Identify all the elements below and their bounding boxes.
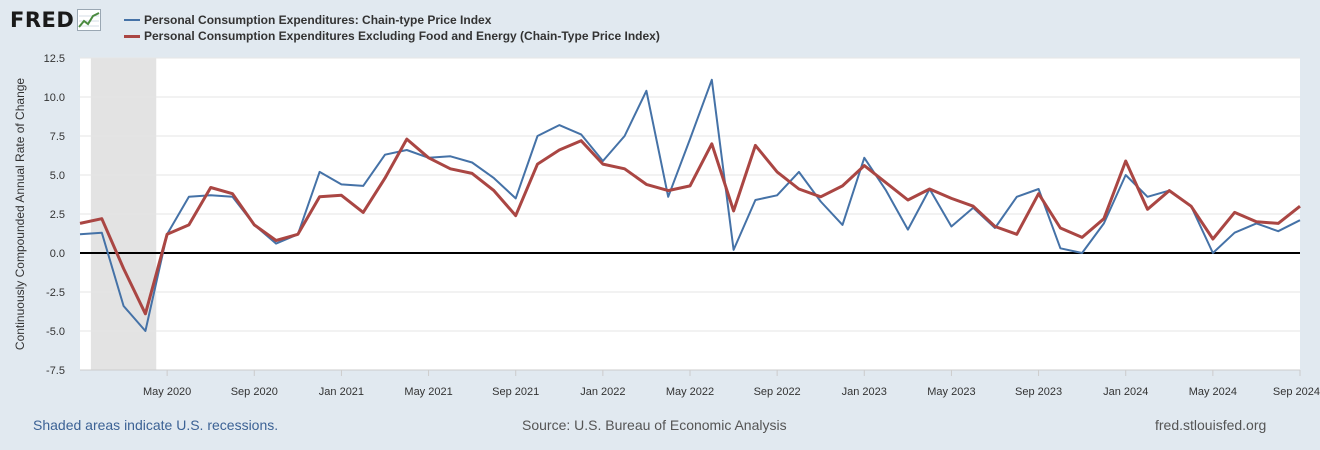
y-axis-label: Continuously Compounded Annual Rate of C… <box>13 78 27 351</box>
x-tick-label: Sep 2024 <box>1273 386 1320 398</box>
legend-swatch-core-pce <box>124 34 140 38</box>
x-tick-label: May 2024 <box>1189 386 1237 398</box>
x-tick-label: Jan 2022 <box>580 386 625 398</box>
y-tick-label: -5.0 <box>46 326 65 338</box>
series-line-pce <box>79 78 1301 332</box>
y-tick-label: 10.0 <box>44 92 65 104</box>
y-tick-label: 12.5 <box>44 53 65 65</box>
legend-item-core-pce[interactable]: Personal Consumption Expenditures Exclud… <box>124 28 660 44</box>
legend: Personal Consumption Expenditures: Chain… <box>124 12 660 44</box>
y-tick-label: 0.0 <box>50 248 65 260</box>
x-tick-label: Sep 2022 <box>754 386 801 398</box>
graph-icon <box>77 9 102 31</box>
x-tick-label: Sep 2021 <box>492 386 539 398</box>
y-tick-label: 7.5 <box>50 131 65 143</box>
legend-label-core-pce: Personal Consumption Expenditures Exclud… <box>144 29 660 43</box>
x-tick-label: Jan 2023 <box>842 386 887 398</box>
y-tick-label: -7.5 <box>46 365 65 377</box>
legend-swatch-pce <box>124 19 140 21</box>
series-line-core-pce <box>79 137 1301 316</box>
site-url[interactable]: fred.stlouisfed.org <box>1155 417 1267 433</box>
y-tick-label: 2.5 <box>50 209 65 221</box>
x-tick-label: May 2020 <box>143 386 191 398</box>
fred-logo[interactable]: FRED <box>10 8 102 32</box>
x-tick-label: May 2021 <box>404 386 452 398</box>
x-tick-label: Sep 2020 <box>231 386 278 398</box>
logo-text: FRED <box>10 8 75 32</box>
legend-item-pce[interactable]: Personal Consumption Expenditures: Chain… <box>124 12 660 28</box>
x-tick-label: Sep 2023 <box>1015 386 1062 398</box>
y-tick-label: 5.0 <box>50 170 65 182</box>
source-text: Source: U.S. Bureau of Economic Analysis <box>522 417 787 433</box>
recession-note-link[interactable]: Shaded areas indicate U.S. recessions. <box>33 417 279 433</box>
x-tick-label: Jan 2024 <box>1103 386 1148 398</box>
legend-label-pce: Personal Consumption Expenditures: Chain… <box>144 13 492 27</box>
x-tick-label: May 2022 <box>666 386 714 398</box>
y-tick-label: -2.5 <box>46 287 65 299</box>
x-tick-label: Jan 2021 <box>319 386 364 398</box>
x-tick-label: May 2023 <box>927 386 975 398</box>
